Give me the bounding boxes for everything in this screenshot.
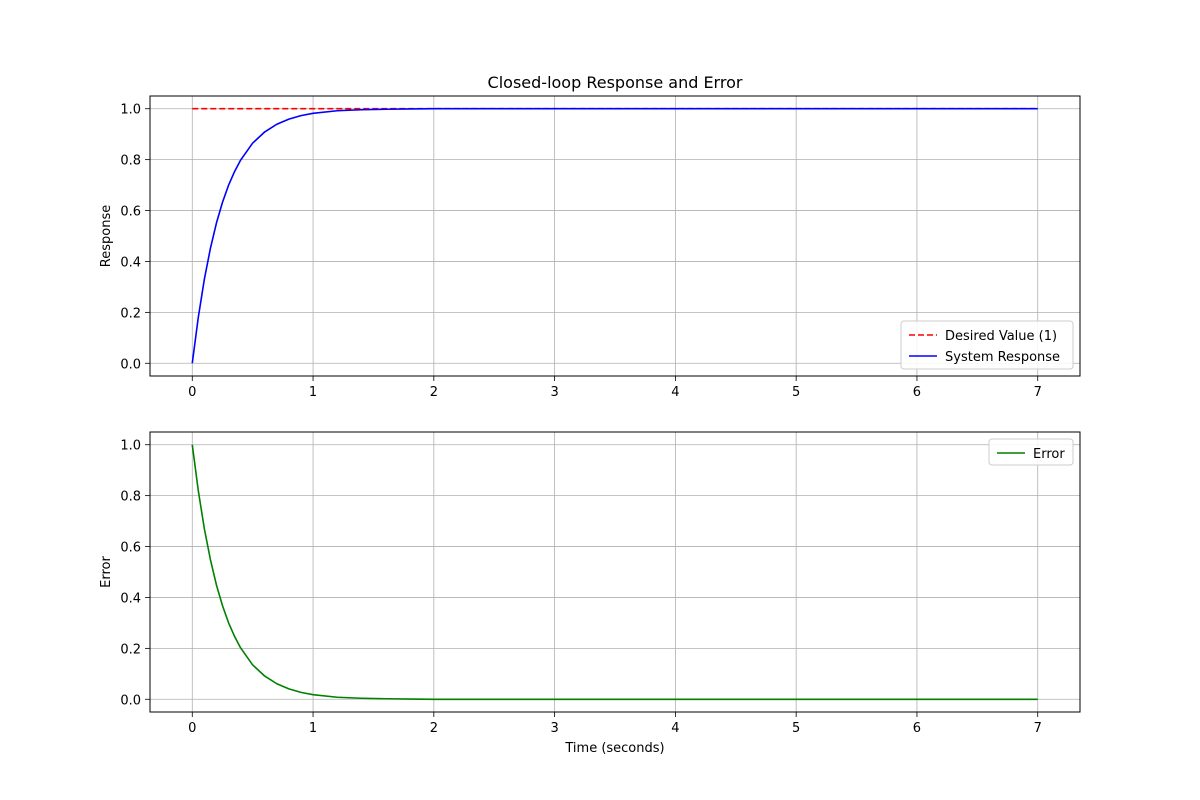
error-ticks: 0 1 2 3 4 5 6 7 0.0 0.2 0.4 0.6 0.8 1.0 — [120, 439, 1042, 736]
x-tick-label: 3 — [550, 721, 558, 736]
y-tick-label: 0.8 — [120, 490, 141, 505]
x-tick-label: 6 — [913, 385, 921, 400]
x-tick-label: 1 — [309, 721, 317, 736]
response-y-axis-label: Response — [99, 205, 114, 267]
error-legend: Error — [988, 438, 1074, 466]
response-ticks: 0 1 2 3 4 5 6 7 0.0 0.2 0.4 0.6 0.8 1.0 — [120, 103, 1042, 400]
error-subplot: 0 1 2 3 4 5 6 7 0.0 0.2 0.4 0.6 0.8 1.0 Error Time (s… — [99, 431, 1081, 756]
y-tick-label: 0.4 — [120, 591, 141, 606]
y-tick-label: 1.0 — [120, 103, 141, 118]
y-tick-label: 0.4 — [120, 255, 141, 270]
y-tick-label: 0.2 — [120, 306, 141, 321]
error-axes-frame — [149, 431, 1081, 713]
x-tick-label: 5 — [792, 721, 800, 736]
legend-box — [900, 320, 1074, 370]
x-tick-label: 2 — [430, 721, 438, 736]
y-tick-label: 0.2 — [120, 642, 141, 657]
chart-title: Closed-loop Response and Error — [488, 73, 743, 92]
x-tick-label: 3 — [550, 385, 558, 400]
legend-label: Desired Value (1) — [945, 329, 1057, 344]
response-grid — [150, 96, 1080, 376]
x-tick-label: 4 — [671, 385, 679, 400]
error-y-axis-label: Error — [99, 556, 114, 588]
x-tick-label: 7 — [1034, 721, 1042, 736]
error-x-axis-label: Time (seconds) — [564, 741, 664, 756]
response-axes-frame — [149, 95, 1081, 377]
y-tick-label: 0.0 — [120, 357, 141, 372]
x-tick-label: 1 — [309, 385, 317, 400]
y-tick-label: 0.6 — [120, 205, 141, 220]
x-tick-label: 2 — [430, 385, 438, 400]
error-series — [191, 444, 1038, 701]
response-subplot: Closed-loop Response and Error 0 1 2 3 4 5 6 70… — [99, 73, 1081, 400]
x-tick-label: 6 — [913, 721, 921, 736]
y-tick-label: 1.0 — [120, 439, 141, 454]
legend-label: Error — [1033, 447, 1065, 462]
y-tick-label: 0.8 — [120, 154, 141, 169]
response-legend: Desired Value (1) System Response — [900, 320, 1074, 370]
series-line-system-response — [191, 107, 1038, 364]
series-line-error — [191, 444, 1038, 701]
x-tick-label: 0 — [188, 721, 196, 736]
x-tick-label: 0 — [188, 385, 196, 400]
x-tick-label: 4 — [671, 721, 679, 736]
y-tick-label: 0.0 — [120, 693, 141, 708]
response-series — [191, 107, 1038, 364]
y-tick-label: 0.6 — [120, 541, 141, 556]
x-tick-label: 7 — [1034, 385, 1042, 400]
legend-box — [988, 438, 1074, 466]
x-tick-label: 5 — [792, 385, 800, 400]
legend-label: System Response — [945, 350, 1060, 365]
